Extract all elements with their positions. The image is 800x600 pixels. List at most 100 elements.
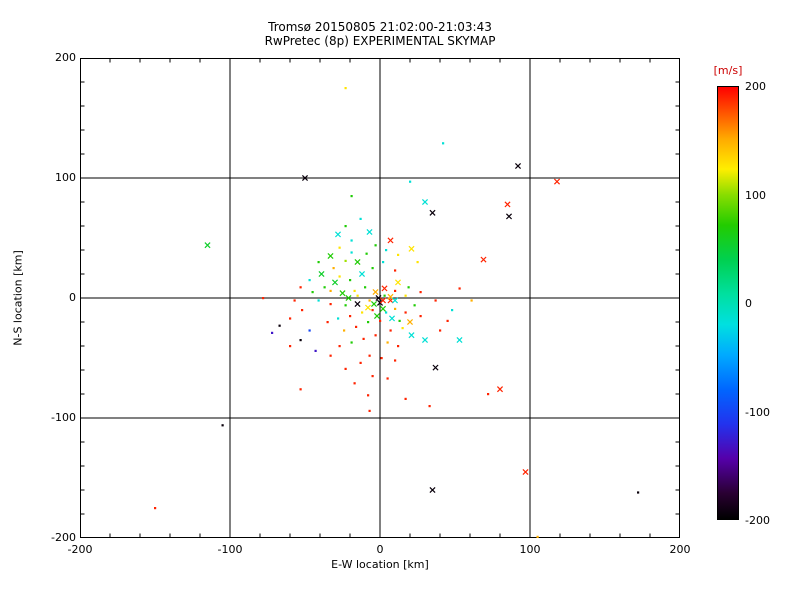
scatter-point <box>496 386 504 393</box>
scatter-point <box>221 424 224 427</box>
scatter-point <box>343 329 346 332</box>
scatter-point <box>374 244 377 247</box>
scatter-point <box>446 319 449 322</box>
scatter-point <box>301 309 304 312</box>
scatter-point <box>293 299 296 302</box>
scatter-point <box>386 377 389 380</box>
scatter-point <box>356 294 359 297</box>
scatter-point <box>380 357 383 360</box>
scatter-point <box>317 299 320 302</box>
scatter-point <box>367 394 370 397</box>
scatter-point <box>391 297 399 304</box>
scatter-point <box>371 267 374 270</box>
scatter-point <box>406 318 414 326</box>
scatter-point <box>289 317 292 320</box>
scatter-point <box>419 291 422 294</box>
scatter-point <box>289 345 292 348</box>
scatter-point <box>329 289 332 292</box>
scatter-point <box>308 279 311 282</box>
scatter-point <box>505 213 513 220</box>
scatter-point <box>408 332 415 339</box>
scatter-point <box>637 491 640 494</box>
scatter-point <box>354 300 361 308</box>
colorbar-label: [m/s] <box>713 64 743 77</box>
scatter-point <box>338 246 341 249</box>
scatter-point <box>314 349 317 352</box>
scatter-point <box>374 334 377 337</box>
scatter-point <box>439 329 442 332</box>
scatter-point <box>394 279 402 286</box>
scatter-point <box>421 198 429 206</box>
scatter-point <box>368 354 371 357</box>
scatter-point <box>367 321 370 324</box>
scatter-point <box>299 286 302 289</box>
scatter-point <box>404 397 407 400</box>
scatter-point <box>522 468 529 476</box>
scatter-point <box>344 367 347 370</box>
scatter-point <box>428 405 431 408</box>
scatter-point <box>338 345 341 348</box>
y-tick-label: -100 <box>51 411 76 424</box>
scatter-point <box>379 319 382 322</box>
scatter-point <box>470 299 473 302</box>
scatter-point <box>344 225 347 228</box>
scatter-point <box>401 327 404 330</box>
plot-frame <box>80 58 680 538</box>
scatter-point <box>349 279 352 282</box>
scatter-point <box>327 252 334 260</box>
scatter-point <box>311 291 314 294</box>
scatter-point <box>416 261 419 264</box>
scatter-point <box>388 315 396 322</box>
scatter-point <box>480 256 487 263</box>
x-axis-title: E-W location [km] <box>331 558 429 571</box>
scatter-point <box>387 237 394 244</box>
scatter-point <box>326 321 329 324</box>
scatter-point <box>553 178 561 185</box>
scatter-point <box>339 290 346 297</box>
scatter-point <box>154 507 157 510</box>
scatter-point <box>404 294 407 297</box>
scatter-point <box>365 252 368 255</box>
scatter-point <box>397 345 400 348</box>
scatter-point <box>451 309 454 312</box>
scatter-point <box>375 294 382 302</box>
scatter-point <box>358 270 366 278</box>
scatter-point <box>408 245 415 252</box>
scatter-point <box>301 174 309 182</box>
scatter-point <box>350 239 353 242</box>
scatter-point <box>331 279 339 286</box>
colorbar-tick-label: -100 <box>745 405 770 419</box>
scatter-point <box>364 286 367 289</box>
scatter-point <box>386 341 389 344</box>
x-tick-label: 100 <box>519 543 541 556</box>
scatter-point <box>398 319 401 322</box>
y-tick-label: 100 <box>55 171 76 184</box>
scatter-point <box>429 486 436 494</box>
scatter-point <box>278 324 281 327</box>
scatter-point <box>359 361 362 364</box>
scatter-point <box>354 258 361 266</box>
scatter-point <box>387 293 394 300</box>
x-tick-label: -100 <box>217 543 243 556</box>
colorbar <box>717 86 739 520</box>
scatter-point <box>355 325 358 328</box>
scatter-point <box>383 294 386 297</box>
scatter-point <box>429 209 436 216</box>
scatter-point <box>456 336 463 344</box>
scatter-point <box>323 286 326 289</box>
x-tick-label: 200 <box>669 543 691 556</box>
y-tick-label: 200 <box>55 51 76 64</box>
scatter-point <box>381 285 388 292</box>
scatter-point <box>337 317 340 320</box>
scatter-point <box>317 261 320 264</box>
scatter-point <box>350 251 353 254</box>
y-tick-label: -200 <box>51 531 76 544</box>
scatter-point <box>389 329 392 332</box>
scatter-point <box>329 354 332 357</box>
x-tick-label: -200 <box>67 543 93 556</box>
scatter-point <box>362 337 365 340</box>
colorbar-tick-label: -200 <box>745 514 770 527</box>
scatter-point <box>409 180 412 183</box>
scatter-point <box>536 535 539 538</box>
scatter-point <box>262 297 265 300</box>
